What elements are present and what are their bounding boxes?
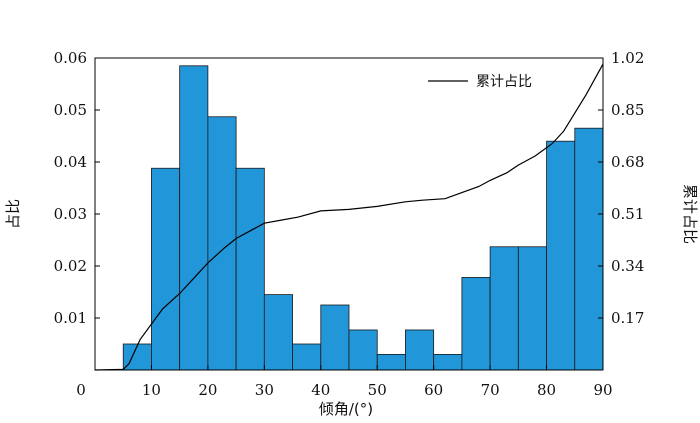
y-axis-title: 占比 <box>4 199 22 229</box>
y-tick-label-2: 0.03 <box>54 205 87 223</box>
x-tick-label-9: 90 <box>593 381 612 399</box>
x-axis-title: 倾角/(°) <box>319 400 373 418</box>
histogram-bar-11 <box>433 353 463 371</box>
y-tick-label-0: 0.01 <box>54 309 87 327</box>
legend: 累计占比 <box>428 74 532 90</box>
histogram-bar-6 <box>292 343 322 371</box>
y-tick-label-4: 0.05 <box>54 101 87 119</box>
histogram-bar-7 <box>320 304 350 371</box>
y2-tick-label-1: 0.34 <box>611 257 644 275</box>
histogram-bar-14 <box>517 246 547 371</box>
bars-layer <box>122 65 604 371</box>
y2-tick-label-3: 0.68 <box>611 153 644 171</box>
y-tick-label-5: 0.06 <box>54 49 87 67</box>
y2-tick-label-2: 0.51 <box>611 205 644 223</box>
y2-tick-label-4: 0.85 <box>611 101 644 119</box>
x-tick-label-3: 30 <box>255 381 274 399</box>
histogram-bar-5 <box>263 294 293 371</box>
histogram-bar-1 <box>151 167 181 371</box>
histogram-bar-3 <box>207 116 237 371</box>
histogram-bar-4 <box>235 167 265 371</box>
histogram-bar-8 <box>348 329 378 371</box>
histogram-bar-13 <box>489 246 519 371</box>
histogram-bar-16 <box>574 127 604 371</box>
y2-tick-label-5: 1.02 <box>611 49 644 67</box>
x-tick-label-4: 40 <box>311 381 330 399</box>
x-tick-label-7: 70 <box>481 381 500 399</box>
histogram-bar-10 <box>405 329 435 371</box>
x-tick-label-2: 20 <box>198 381 217 399</box>
y-tick-label-1: 0.02 <box>54 257 87 275</box>
histogram-bar-15 <box>546 140 576 371</box>
y2-tick-label-0: 0.17 <box>611 309 644 327</box>
cumulative-line <box>94 63 604 371</box>
y2-axis-title: 累计占比 <box>681 184 699 244</box>
x-tick-label-1: 10 <box>142 381 161 399</box>
histogram-bar-12 <box>461 277 491 371</box>
ticks-layer: 0 10 20 30 40 50 60 70 80 90 0.01 0.02 0.03 0.04 0.05 0… <box>54 49 645 399</box>
x-tick-label-0: 0 <box>76 381 86 399</box>
legend-label: 累计占比 <box>476 74 532 90</box>
x-tick-label-8: 80 <box>537 381 556 399</box>
x-tick-label-5: 50 <box>368 381 387 399</box>
histogram-bar-9 <box>376 353 406 371</box>
x-tick-label-6: 60 <box>424 381 443 399</box>
y-tick-label-3: 0.04 <box>54 153 87 171</box>
histogram-bar-2 <box>179 65 209 371</box>
